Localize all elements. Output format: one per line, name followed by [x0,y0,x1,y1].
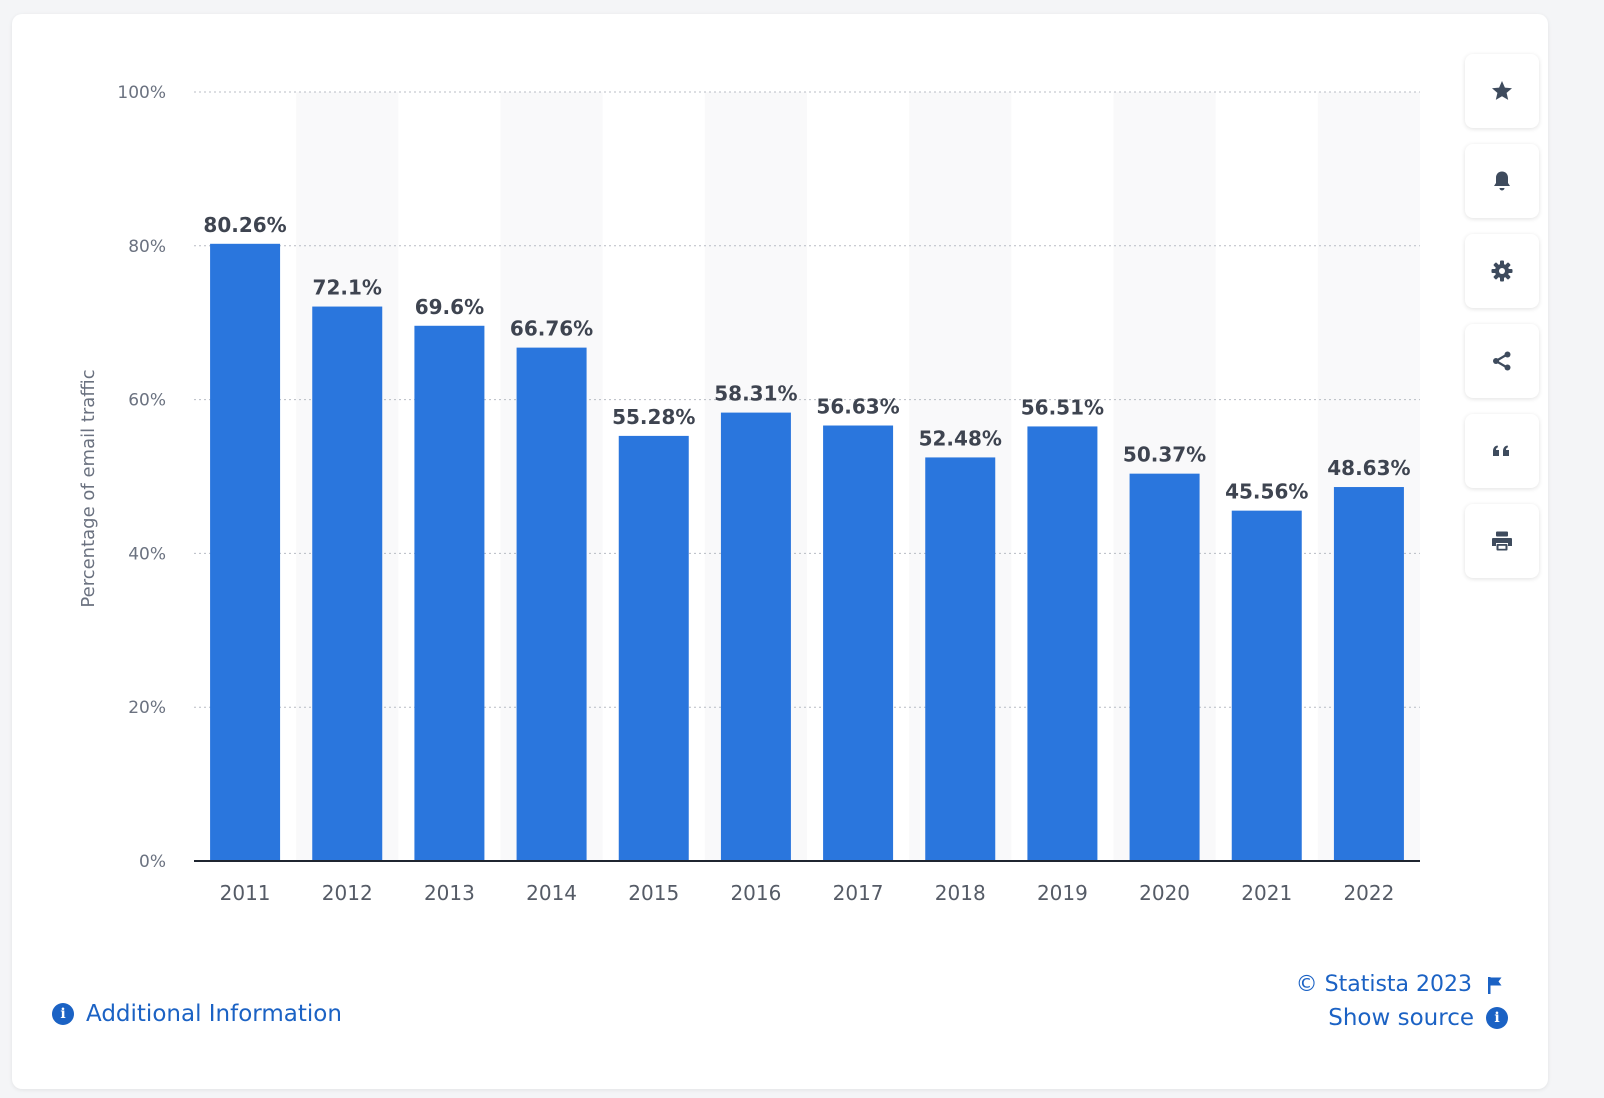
y-tick-label: 40% [128,544,166,564]
bar[interactable] [720,412,791,861]
printer-icon [1492,531,1512,551]
show-source-label: Show source [1328,1005,1474,1031]
copyright-text: © Statista 2023 [1295,972,1472,997]
share-icon [1493,351,1511,371]
x-tick-label: 2016 [730,881,781,905]
data-label: 69.6% [415,295,484,319]
bar[interactable] [823,425,894,861]
bar[interactable] [312,306,383,861]
bar[interactable] [1027,426,1098,861]
bar[interactable] [1129,473,1200,861]
data-label: 45.56% [1225,480,1308,504]
x-tick-labels: 2011 2012 2013 2014 2015 2016 2017 2018 2019 2020… [220,881,1395,905]
chart-toolbar [1465,54,1539,594]
bar[interactable] [210,243,281,861]
favorite-button[interactable] [1465,54,1539,128]
data-label: 52.48% [919,426,1002,450]
additional-information-link[interactable]: i Additional Information [52,1001,342,1027]
y-tick-label: 20% [128,698,166,718]
data-label: 48.63% [1327,456,1410,480]
data-label: 72.1% [313,276,382,300]
x-tick-label: 2013 [424,881,475,905]
settings-button[interactable] [1465,234,1539,308]
value-labels: 80.26% 72.1% 69.6% 66.76% 55.28% 58.31% 56.63%… [203,213,1410,504]
y-axis-label: Percentage of email traffic [78,369,99,607]
x-tick-label: 2015 [628,881,679,905]
info-icon: i [1486,1007,1508,1029]
data-label: 56.63% [816,395,899,419]
data-label: 66.76% [510,317,593,341]
data-label: 58.31% [714,382,797,406]
bar[interactable] [1333,487,1404,861]
y-tick-label: 0% [139,852,166,872]
share-button[interactable] [1465,324,1539,398]
gridlines [194,91,1420,708]
x-tick-label: 2019 [1037,881,1088,905]
notification-button[interactable] [1465,144,1539,218]
flag-icon[interactable] [1486,975,1504,995]
y-tick-labels: 0% 20% 40% 60% 80% 100% [117,83,166,872]
x-tick-label: 2020 [1139,881,1190,905]
quote-icon [1493,445,1509,456]
data-label: 80.26% [203,213,286,237]
data-label: 56.51% [1021,395,1104,419]
bar[interactable] [516,347,587,861]
x-tick-label: 2012 [322,881,373,905]
x-tick-label: 2011 [220,881,271,905]
show-source-link[interactable]: Show source i [1328,1005,1508,1031]
bar[interactable] [618,435,689,861]
x-tick-label: 2018 [935,881,986,905]
star-icon [1492,81,1512,100]
bars [210,243,1404,861]
x-tick-label: 2021 [1241,881,1292,905]
info-icon: i [52,1003,74,1025]
bar-chart: 80.26% 72.1% 69.6% 66.76% 55.28% 58.31% 56.63%… [78,83,1420,905]
cite-button[interactable] [1465,414,1539,488]
bar[interactable] [925,457,996,861]
data-label: 55.28% [612,405,695,429]
x-tick-label: 2017 [833,881,884,905]
data-label: 50.37% [1123,443,1206,467]
copyright-notice: © Statista 2023 [1296,972,1504,997]
y-tick-label: 60% [128,391,166,411]
x-tick-label: 2022 [1343,881,1394,905]
bar[interactable] [414,325,485,861]
bell-icon [1494,171,1510,191]
bar[interactable] [1231,510,1302,861]
x-tick-label: 2014 [526,881,577,905]
y-tick-label: 100% [117,83,166,103]
gear-icon [1491,260,1513,282]
chart-card: 80.26% 72.1% 69.6% 66.76% 55.28% 58.31% 56.63%… [12,14,1548,1089]
y-tick-label: 80% [128,237,166,257]
additional-information-label: Additional Information [86,1001,342,1027]
print-button[interactable] [1465,504,1539,578]
